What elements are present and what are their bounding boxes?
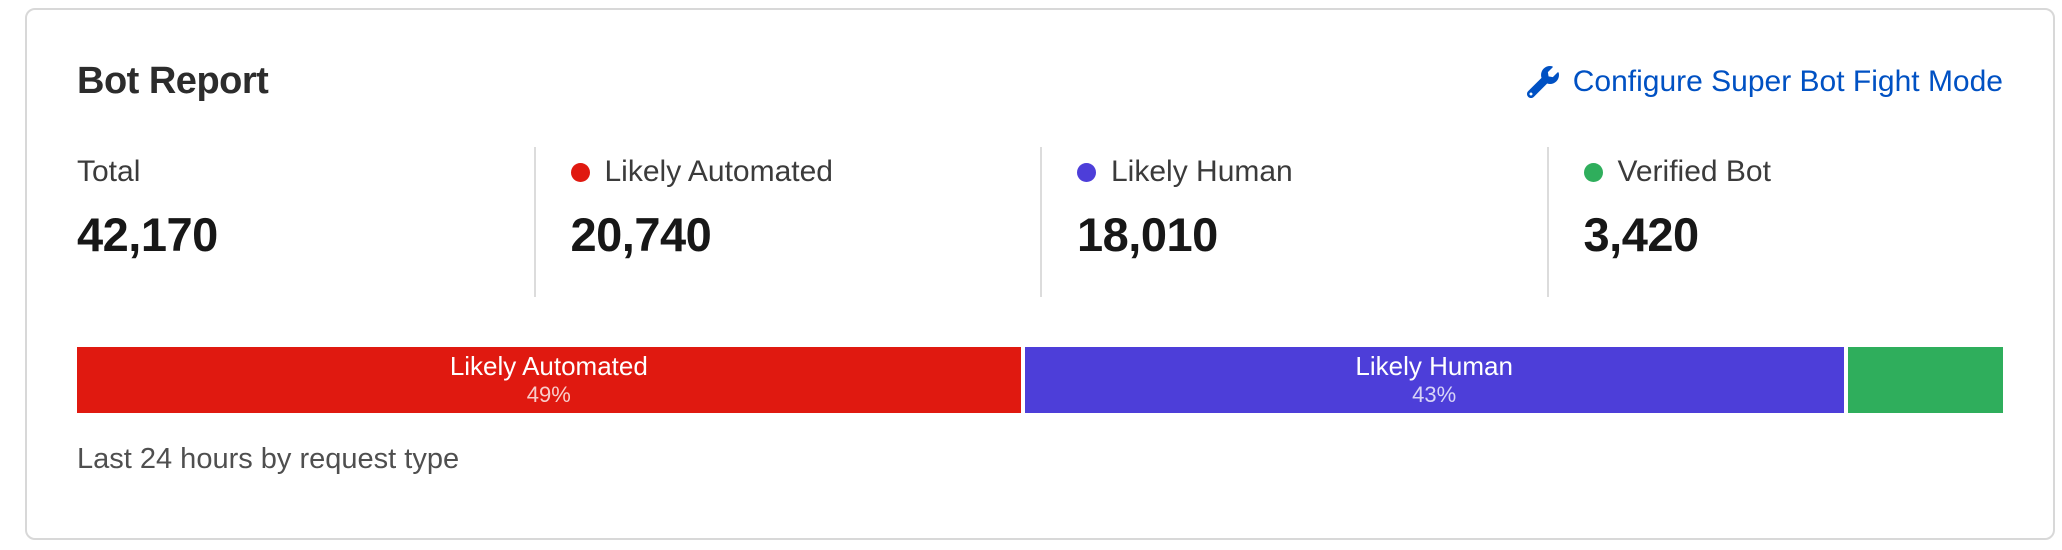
bar-segment-label: Likely Automated <box>449 351 648 382</box>
page-title: Bot Report <box>77 60 269 102</box>
verified-bot-dot-icon <box>1583 162 1603 182</box>
stat-likely-human: Likely Human 18,010 <box>1040 147 1547 297</box>
bar-segment-percentage: 49% <box>526 382 571 408</box>
configure-super-bot-fight-mode-link[interactable]: Configure Super Bot Fight Mode <box>1526 64 2003 99</box>
likely-human-dot-icon <box>1077 162 1096 182</box>
stat-verified-bot: Verified Bot 3,420 <box>1546 147 2054 297</box>
stat-verified-bot-label: Verified Bot <box>1617 155 1771 188</box>
likely-automated-dot-icon <box>570 162 590 182</box>
wrench-icon <box>1526 65 1559 98</box>
bar-segment-verified-bot <box>1847 347 2003 413</box>
stat-verified-bot-value: 3,420 <box>1583 208 1700 261</box>
bot-report-card: Bot Report Configure Super Bot Fight Mod… <box>25 8 2055 540</box>
stat-likely-human-value: 18,010 <box>1077 208 1218 261</box>
stat-likely-human-label: Likely Human <box>1111 155 1293 188</box>
stat-total-value: 42,170 <box>77 208 218 261</box>
configure-link-label: Configure Super Bot Fight Mode <box>1572 64 2003 98</box>
chart-caption: Last 24 hours by request type <box>77 443 460 475</box>
stacked-bar: Likely Automated 49% Likely Human 43% <box>77 347 2003 413</box>
stat-total: Total 42,170 <box>27 147 534 297</box>
bar-segment-likely-automated: Likely Automated 49% <box>77 347 1021 413</box>
stats-row: Total 42,170 Likely Automated 20,740 Lik… <box>27 147 2053 297</box>
stat-likely-automated-value: 20,740 <box>570 208 712 261</box>
bar-segment-likely-human: Likely Human 43% <box>1024 347 1844 413</box>
card-header: Bot Report Configure Super Bot Fight Mod… <box>27 10 2053 103</box>
stat-likely-automated: Likely Automated 20,740 <box>533 147 1041 297</box>
stat-likely-automated-label: Likely Automated <box>604 155 833 188</box>
stat-total-label: Total <box>77 155 141 188</box>
bar-segment-percentage: 43% <box>1412 382 1457 408</box>
bar-segment-label: Likely Human <box>1355 351 1513 382</box>
